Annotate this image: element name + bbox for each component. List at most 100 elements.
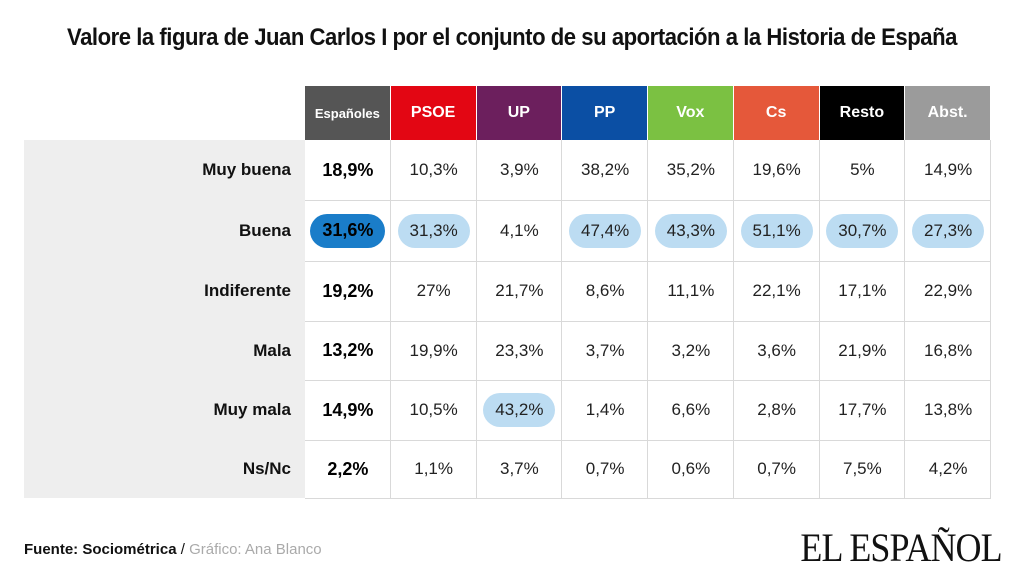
table-cell: 19,2% [305, 261, 391, 321]
table-cell: 3,6% [734, 321, 820, 380]
table-cell: 30,7% [820, 200, 906, 261]
column-header: PP [562, 86, 647, 140]
cell-value: 3,9% [500, 160, 539, 179]
table-cell: 43,2% [477, 380, 563, 440]
table-cell: 17,7% [820, 380, 906, 440]
table-cell: 31,6% [305, 200, 391, 261]
cell-value: 8,6% [585, 281, 625, 300]
row-label: Ns/Nc [24, 440, 305, 498]
table-cell: 23,3% [477, 321, 563, 380]
table-cell: 51,1% [734, 200, 820, 261]
table-cell: 47,4% [562, 200, 648, 261]
column-divider [819, 140, 820, 498]
table-cell: 21,7% [477, 261, 563, 321]
table-cell: 6,6% [648, 380, 734, 440]
table-cell: 16,8% [905, 321, 991, 380]
table-cell: 11,1% [648, 261, 734, 321]
cell-value: 1,1% [414, 459, 453, 478]
row-label: Muy mala [24, 380, 305, 440]
column-header: Vox [648, 86, 733, 140]
cell-value: 10,5% [409, 400, 458, 419]
column-header: Abst. [905, 86, 990, 140]
column-divider [904, 140, 905, 498]
column-header: PSOE [390, 86, 476, 140]
table-cell: 13,2% [305, 321, 391, 380]
table-cell: 0,7% [734, 440, 820, 498]
column-header: UP [476, 86, 562, 140]
table-cell: 3,9% [477, 140, 563, 200]
column-divider [990, 140, 991, 498]
table-cell: 3,7% [562, 321, 648, 380]
cell-value: 3,7% [585, 340, 625, 360]
cell-value: 0,7% [585, 459, 625, 478]
table-cell: 14,9% [905, 140, 991, 200]
table-cell: 22,9% [905, 261, 991, 321]
table-cell: 38,2% [562, 140, 648, 200]
table-cell: 10,5% [391, 380, 477, 440]
footer: Fuente: Sociométrica / Gráfico: Ana Blan… [24, 541, 322, 558]
cell-value: 16,8% [924, 340, 973, 360]
table-cell: 17,1% [820, 261, 906, 321]
cell-value: 4,2% [928, 459, 968, 478]
column-divider [390, 140, 391, 498]
row-divider [305, 380, 991, 381]
cell-value: 0,7% [757, 459, 796, 478]
cell-value: 1,4% [585, 400, 625, 419]
table-cell: 1,1% [391, 440, 477, 498]
table-cell: 3,2% [648, 321, 734, 380]
chart-title: Valore la figura de Juan Carlos I por el… [67, 24, 957, 51]
column-divider [647, 140, 648, 498]
cell-value: 0,6% [671, 459, 711, 478]
row-divider [305, 321, 991, 322]
table-row: Buena 31,6% 31,3% 4,1% 47,4% 43,3% 51,1% 30,7% 2… [24, 200, 991, 261]
cell-value: 27% [416, 281, 451, 300]
column-divider [561, 140, 562, 498]
table-bottom-border [305, 498, 991, 499]
table-cell: 19,6% [734, 140, 820, 200]
cell-value: 22,9% [924, 281, 973, 300]
table-cell: 21,9% [820, 321, 906, 380]
table-cell: 0,6% [648, 440, 734, 498]
table-cell: 35,2% [648, 140, 734, 200]
table-cell: 1,4% [562, 380, 648, 440]
table-row: Mala 13,2% 19,9% 23,3% 3,7% 3,2% 3,6% 21,9% 16,8… [24, 321, 991, 380]
table-cell: 2,2% [305, 440, 391, 498]
cell-value: 13,8% [924, 400, 973, 419]
column-header: Resto [819, 86, 905, 140]
table-cell: 10,3% [391, 140, 477, 200]
cell-value: 2,2% [327, 458, 369, 479]
table-cell: 2,8% [734, 380, 820, 440]
table-cell: 7,5% [820, 440, 906, 498]
table-cell: 4,1% [477, 200, 563, 261]
table-cell: 8,6% [562, 261, 648, 321]
row-label: Mala [24, 321, 305, 380]
highlighted-value: 31,6% [310, 213, 386, 248]
cell-value: 3,7% [500, 459, 539, 478]
highlighted-value: 27,3% [912, 213, 985, 248]
table-cell: 27% [391, 261, 477, 321]
cell-value: 35,2% [666, 160, 715, 179]
table-row: Muy buena 18,9% 10,3% 3,9% 38,2% 35,2% 19,6% 5%… [24, 140, 991, 200]
table-cell: 27,3% [905, 200, 991, 261]
cell-value: 21,9% [838, 340, 887, 360]
cell-value: 11,1% [667, 281, 715, 300]
column-divider [476, 140, 477, 498]
cell-value: 14,9% [322, 399, 374, 420]
footer-separator: / [176, 541, 190, 558]
cell-value: 19,2% [322, 280, 374, 301]
table-cell: 3,7% [477, 440, 563, 498]
cell-value: 6,6% [671, 400, 711, 419]
highlighted-value: 47,4% [569, 213, 642, 248]
table-cell: 4,2% [905, 440, 991, 498]
row-label: Muy buena [24, 140, 305, 200]
row-label: Indiferente [24, 261, 305, 321]
row-divider [305, 261, 991, 262]
highlighted-value: 51,1% [740, 213, 813, 248]
table-row: Indiferente 19,2% 27% 21,7% 8,6% 11,1% 22,1% 17… [24, 261, 991, 321]
cell-value: 2,8% [757, 400, 796, 419]
cell-value: 3,6% [757, 340, 796, 360]
table-row: Ns/Nc 2,2% 1,1% 3,7% 0,7% 0,6% 0,7% 7,5% 4,2% [24, 440, 991, 498]
table-cell: 22,1% [734, 261, 820, 321]
cell-value: 17,7% [838, 400, 887, 419]
source-text: Fuente: Sociométrica [24, 541, 177, 558]
